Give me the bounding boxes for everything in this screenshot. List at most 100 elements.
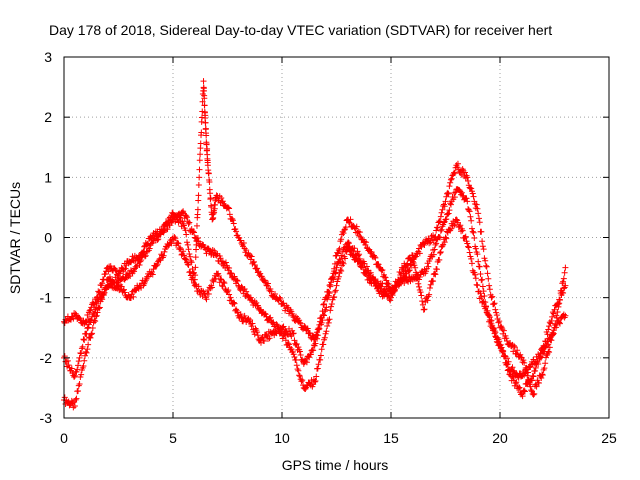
- data-point: [185, 246, 192, 253]
- data-point: [379, 266, 386, 273]
- data-point: [122, 265, 129, 272]
- data-point: [184, 239, 191, 246]
- data-point: [327, 307, 334, 314]
- data-point: [233, 306, 240, 313]
- data-point: [193, 235, 200, 242]
- data-point: [465, 244, 472, 251]
- data-point: [562, 312, 569, 319]
- data-point: [423, 268, 430, 275]
- data-point: [439, 243, 446, 250]
- data-point: [545, 348, 552, 355]
- data-point: [177, 244, 184, 251]
- data-point: [486, 282, 493, 289]
- data-point: [268, 288, 275, 295]
- data-point: [71, 402, 78, 409]
- data-point: [89, 330, 96, 337]
- data-point: [182, 227, 189, 234]
- data-point: [471, 235, 478, 242]
- data-point: [345, 239, 352, 246]
- data-point: [332, 287, 339, 294]
- data-point: [431, 246, 438, 253]
- data-point: [338, 255, 345, 262]
- data-point: [186, 251, 193, 258]
- data-point: [151, 235, 158, 242]
- data-point: [511, 344, 518, 351]
- data-point: [237, 311, 244, 318]
- data-point: [328, 275, 335, 282]
- data-point: [238, 283, 245, 290]
- data-point: [511, 342, 518, 349]
- data-point: [201, 290, 208, 297]
- data-point: [475, 258, 482, 265]
- data-point: [106, 273, 113, 280]
- data-point: [370, 274, 377, 281]
- data-point: [521, 359, 528, 366]
- data-point: [317, 356, 324, 363]
- data-point: [150, 266, 157, 273]
- data-point: [395, 276, 402, 283]
- data-point: [468, 260, 475, 267]
- data-point: [377, 285, 384, 292]
- data-point: [432, 241, 439, 248]
- data-point: [195, 181, 202, 188]
- data-point: [421, 306, 428, 313]
- data-point: [416, 276, 423, 283]
- y-tick-label: 1: [44, 169, 52, 185]
- data-point: [217, 255, 224, 262]
- y-tick-labels: -3 -2 -1 0 1 2 3: [40, 49, 53, 426]
- data-point: [197, 140, 204, 147]
- data-point: [243, 288, 250, 295]
- data-point: [81, 337, 88, 344]
- data-point: [64, 357, 71, 364]
- data-point: [92, 306, 99, 313]
- data-point: [536, 353, 543, 360]
- data-point: [546, 323, 553, 330]
- data-point: [174, 239, 181, 246]
- data-point: [453, 216, 460, 223]
- data-point: [120, 286, 127, 293]
- data-point: [141, 253, 148, 260]
- data-point: [234, 277, 241, 284]
- data-point: [333, 264, 340, 271]
- data-point: [490, 301, 497, 308]
- data-point: [85, 341, 92, 348]
- data-point: [263, 332, 270, 339]
- data-point: [466, 208, 473, 215]
- data-point: [480, 246, 487, 253]
- data-point: [477, 290, 484, 297]
- data-point: [324, 317, 331, 324]
- data-point: [307, 351, 314, 358]
- data-point: [266, 315, 273, 322]
- data-point: [229, 217, 236, 224]
- data-point: [430, 237, 437, 244]
- data-point: [301, 323, 308, 330]
- data-point: [118, 283, 125, 290]
- data-point: [454, 160, 461, 167]
- y-tick-label: -1: [40, 290, 53, 306]
- data-point: [472, 271, 479, 278]
- data-point: [480, 298, 487, 305]
- data-point: [391, 288, 398, 295]
- data-point: [200, 78, 207, 85]
- data-point: [222, 259, 229, 266]
- data-point: [299, 377, 306, 384]
- data-point: [206, 178, 213, 185]
- data-point: [375, 261, 382, 268]
- data-point: [378, 267, 385, 274]
- data-point: [338, 236, 345, 243]
- data-point: [493, 312, 500, 319]
- data-point: [233, 228, 240, 235]
- data-point: [219, 198, 226, 205]
- data-point: [487, 318, 494, 325]
- data-point: [258, 273, 265, 280]
- data-point: [271, 291, 278, 298]
- data-point: [213, 192, 220, 199]
- data-point: [492, 329, 499, 336]
- data-point: [83, 349, 90, 356]
- data-point: [112, 266, 119, 273]
- data-point: [438, 209, 445, 216]
- data-point: [184, 261, 191, 268]
- data-point: [149, 239, 156, 246]
- data-point: [418, 292, 425, 299]
- data-point: [483, 263, 490, 270]
